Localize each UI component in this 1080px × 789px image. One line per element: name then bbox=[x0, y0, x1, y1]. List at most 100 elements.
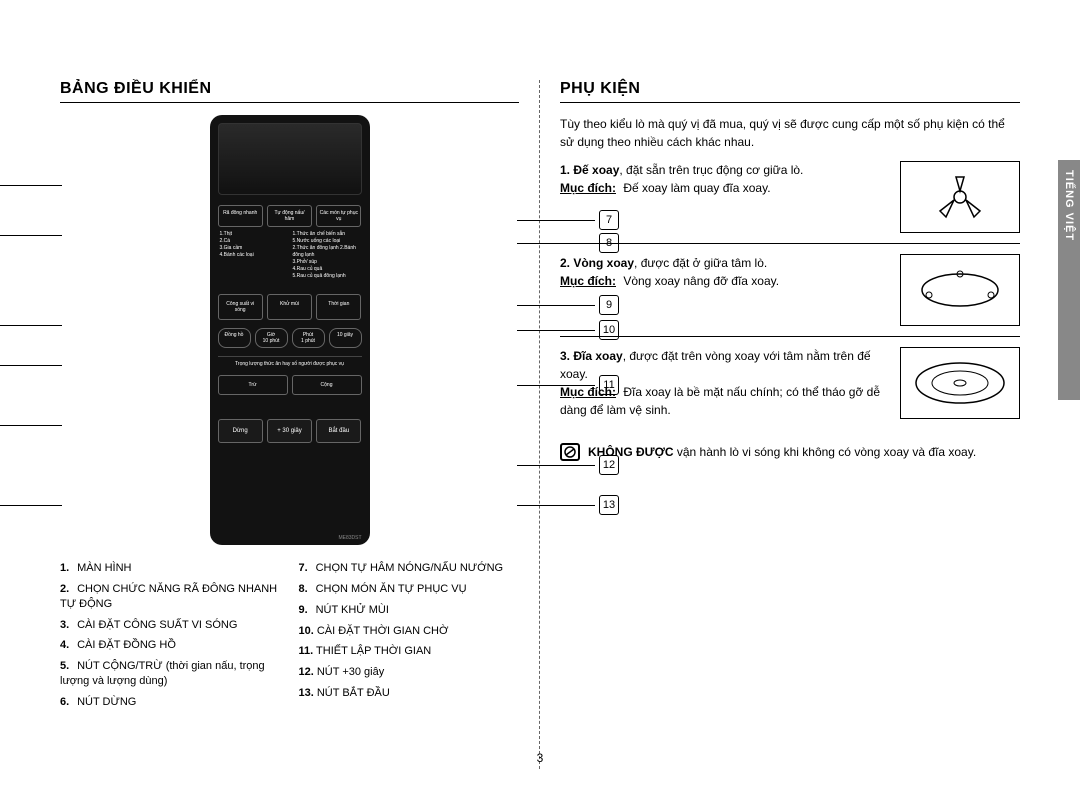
callout-number: 7 bbox=[599, 210, 619, 230]
tensec-pill: 10 giây bbox=[329, 328, 362, 348]
left-column: BẢNG ĐIỀU KHIỂN 123456 Rã đông nhanh Tự … bbox=[40, 80, 540, 769]
legend-text: NÚT +30 giây bbox=[317, 666, 384, 678]
legend-text: CHỌN CHỨC NĂNG RÃ ĐÔNG NHANH TỰ ĐỘNG bbox=[60, 583, 277, 610]
plus30-button: + 30 giây bbox=[267, 419, 312, 443]
legend-item: 12. NÚT +30 giây bbox=[299, 665, 520, 680]
legend-item: 13. NÚT BẮT ĐẦU bbox=[299, 686, 520, 701]
display-screen bbox=[218, 123, 362, 195]
bottom-row: Dừng + 30 giây Bắt đầu bbox=[218, 419, 362, 443]
legend-item: 11. THIẾT LẬP THỜI GIAN bbox=[299, 644, 520, 659]
legend-item: 7. CHỌN TỰ HÂM NÓNG/NẤU NƯỚNG bbox=[299, 561, 520, 576]
plus-button: Cộng bbox=[292, 375, 362, 395]
deodorize-button: Khử mùi bbox=[267, 294, 312, 320]
selfserve-button: Các món tự phục vụ bbox=[316, 205, 361, 227]
panel-note: Trọng lượng thức ăn hay số người được ph… bbox=[218, 356, 362, 367]
callout-number: 9 bbox=[599, 295, 619, 315]
legend-num: 3. bbox=[60, 618, 74, 633]
language-tab: TIẾNG VIỆT bbox=[1058, 160, 1080, 400]
callout-line bbox=[517, 465, 595, 466]
legend-left: 1. MÀN HÌNH 2. CHỌN CHỨC NĂNG RÃ ĐÔNG NHA… bbox=[60, 561, 281, 716]
warning-body: vận hành lò vi sóng khi không có vòng xo… bbox=[674, 445, 977, 459]
legend-num: 2. bbox=[60, 582, 74, 597]
legend-text: MÀN HÌNH bbox=[77, 562, 131, 574]
legend-item: 5. NÚT CỘNG/TRỪ (thời gian nấu, trọng lư… bbox=[60, 659, 281, 689]
warning-text: KHÔNG ĐƯỢC vận hành lò vi sóng khi không… bbox=[588, 443, 976, 461]
legend-text: CÀI ĐẶT THỜI GIAN CHỜ bbox=[317, 625, 449, 637]
legend-item: 1. MÀN HÌNH bbox=[60, 561, 281, 576]
accessories-intro: Tùy theo kiểu lò mà quý vị đã mua, quý v… bbox=[560, 115, 1020, 151]
callout-9: 9 bbox=[517, 295, 619, 315]
power-button: Công suất vi sóng bbox=[218, 294, 263, 320]
callout-line bbox=[0, 505, 62, 506]
legend-text: THIẾT LẬP THỜI GIAN bbox=[316, 645, 431, 657]
callout-8: 8 bbox=[517, 233, 619, 253]
control-panel-figure: 123456 Rã đông nhanh Tự động nấu/ hâm Cá… bbox=[60, 115, 519, 555]
legend-num: 13. bbox=[299, 686, 314, 701]
warning-row: KHÔNG ĐƯỢC vận hành lò vi sóng khi không… bbox=[560, 443, 1020, 461]
accessory-illustration bbox=[900, 254, 1020, 326]
legend-num: 8. bbox=[299, 582, 313, 597]
callout-line bbox=[517, 243, 595, 244]
callout-7: 7 bbox=[517, 210, 619, 230]
minute-pill: Phút 1 phút bbox=[292, 328, 325, 348]
function-row: Công suất vi sóng Khử mùi Thời gian bbox=[218, 294, 362, 320]
callout-1: 1 bbox=[0, 175, 62, 195]
callout-13: 13 bbox=[517, 495, 619, 515]
accessory-purpose: Mục đích: Vòng xoay nâng đỡ đĩa xoay. bbox=[560, 272, 890, 290]
legend-text: NÚT CỘNG/TRỪ (thời gian nấu, trọng lượng… bbox=[60, 660, 265, 687]
model-label: ME83DST bbox=[338, 535, 361, 541]
minus-button: Trừ bbox=[218, 375, 288, 395]
legend-item: 3. CÀI ĐẶT CÔNG SUẤT VI SÓNG bbox=[60, 618, 281, 633]
legend-num: 6. bbox=[60, 695, 74, 710]
legend-text: NÚT KHỬ MÙI bbox=[316, 604, 389, 616]
clock-pill: Đồng hồ bbox=[218, 328, 251, 348]
page-number: 3 bbox=[0, 751, 1080, 765]
callout-line bbox=[517, 220, 595, 221]
callout-4: 4 bbox=[0, 355, 62, 375]
accessory-title: 2. Vòng xoay, được đặt ở giữa tâm lò. bbox=[560, 254, 890, 272]
legend-item: 8. CHỌN MÓN ĂN TỰ PHỤC VỤ bbox=[299, 582, 520, 597]
accessory-row: 2. Vòng xoay, được đặt ở giữa tâm lò.Mục… bbox=[560, 254, 1020, 337]
right-column: PHỤ KIỆN Tùy theo kiểu lò mà quý vị đã m… bbox=[540, 80, 1040, 769]
legend-text: CÀI ĐẶT ĐỒNG HỒ bbox=[77, 639, 176, 651]
menu-left: 1.Thịt 2.Cá 3.Gia cầm 4.Bánh các loại bbox=[220, 231, 287, 280]
legend-num: 12. bbox=[299, 665, 314, 680]
callout-11: 11 bbox=[517, 375, 619, 395]
legend-item: 9. NÚT KHỬ MÙI bbox=[299, 603, 520, 618]
callout-line bbox=[517, 305, 595, 306]
right-section-title: PHỤ KIỆN bbox=[560, 80, 1020, 103]
callout-number: 11 bbox=[599, 375, 619, 395]
legend-item: 10. CÀI ĐẶT THỜI GIAN CHỜ bbox=[299, 624, 520, 639]
callout-line bbox=[0, 235, 62, 236]
accessory-text: 2. Vòng xoay, được đặt ở giữa tâm lò.Mục… bbox=[560, 254, 900, 326]
accessory-row: 1. Đế xoay, đặt sẵn trên trục động cơ gi… bbox=[560, 161, 1020, 244]
menu-list: 1.Thịt 2.Cá 3.Gia cầm 4.Bánh các loại 1.… bbox=[218, 227, 362, 284]
legend-num: 5. bbox=[60, 659, 74, 674]
defrost-button: Rã đông nhanh bbox=[218, 205, 263, 227]
callout-6: 6 bbox=[0, 495, 62, 515]
clock-row: Đồng hồ Giờ 10 phút Phút 1 phút 10 giây bbox=[218, 328, 362, 348]
legend: 1. MÀN HÌNH 2. CHỌN CHỨC NĂNG RÃ ĐÔNG NHA… bbox=[60, 561, 519, 716]
hour-pill: Giờ 10 phút bbox=[255, 328, 288, 348]
legend-item: 4. CÀI ĐẶT ĐỒNG HỒ bbox=[60, 638, 281, 653]
callout-10: 10 bbox=[517, 320, 619, 340]
legend-text: CHỌN TỰ HÂM NÓNG/NẤU NƯỚNG bbox=[316, 562, 504, 574]
legend-num: 11. bbox=[299, 644, 314, 659]
callout-line bbox=[517, 505, 595, 506]
legend-text: NÚT BẮT ĐẦU bbox=[317, 687, 390, 699]
accessory-title: 1. Đế xoay, đặt sẵn trên trục động cơ gi… bbox=[560, 161, 890, 179]
legend-item: 2. CHỌN CHỨC NĂNG RÃ ĐÔNG NHANH TỰ ĐỘNG bbox=[60, 582, 281, 612]
control-panel: Rã đông nhanh Tự động nấu/ hâm Các món t… bbox=[210, 115, 370, 545]
autocook-button: Tự động nấu/ hâm bbox=[267, 205, 312, 227]
accessories-list: 1. Đế xoay, đặt sẵn trên trục động cơ gi… bbox=[560, 161, 1020, 429]
callout-line bbox=[0, 425, 62, 426]
legend-num: 4. bbox=[60, 638, 74, 653]
stop-button: Dừng bbox=[218, 419, 263, 443]
callout-2: 2 bbox=[0, 225, 62, 245]
callout-number: 10 bbox=[599, 320, 619, 340]
time-button: Thời gian bbox=[316, 294, 361, 320]
callout-line bbox=[0, 365, 62, 366]
accessory-purpose: Mục đích: Đế xoay làm quay đĩa xoay. bbox=[560, 179, 890, 197]
legend-text: CHỌN MÓN ĂN TỰ PHỤC VỤ bbox=[316, 583, 467, 595]
accessory-row: 3. Đĩa xoay, được đặt trên vòng xoay với… bbox=[560, 347, 1020, 429]
